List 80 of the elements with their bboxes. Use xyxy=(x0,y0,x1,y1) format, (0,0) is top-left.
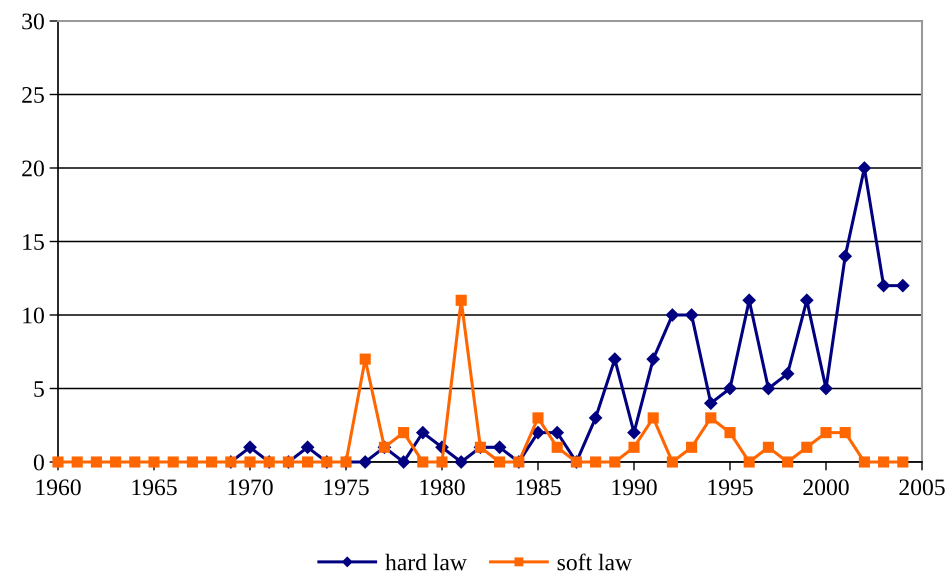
point xyxy=(186,456,198,468)
y-tick-label: 20 xyxy=(22,160,44,176)
point xyxy=(494,456,506,468)
point xyxy=(628,442,640,453)
x-tick-label: 1975 xyxy=(324,479,369,496)
point xyxy=(168,456,179,468)
point xyxy=(206,456,218,468)
point xyxy=(666,308,680,322)
legend-label: hard law xyxy=(385,554,467,570)
point xyxy=(398,427,410,438)
point xyxy=(358,455,372,469)
y-tick-label: 0 xyxy=(34,454,44,470)
point xyxy=(646,352,660,366)
point xyxy=(744,456,755,468)
point xyxy=(704,396,718,410)
point xyxy=(724,427,736,438)
y-tick-label: 30 xyxy=(22,13,44,30)
x-tick-label: 1995 xyxy=(708,479,753,496)
point xyxy=(72,456,83,468)
point xyxy=(244,456,256,468)
point xyxy=(148,456,160,468)
point xyxy=(454,455,468,469)
point xyxy=(90,456,102,468)
x-tick-label: 1965 xyxy=(132,479,177,496)
y-tick-label: 10 xyxy=(23,307,44,324)
point xyxy=(609,456,620,468)
x-tick-label: 2000 xyxy=(803,479,849,496)
point xyxy=(762,382,776,396)
point xyxy=(705,412,716,424)
point xyxy=(590,456,602,468)
point xyxy=(801,442,812,453)
point xyxy=(552,442,563,453)
point xyxy=(896,278,910,292)
point xyxy=(550,426,564,440)
point xyxy=(52,456,64,468)
point xyxy=(648,412,659,424)
point xyxy=(780,366,794,381)
point xyxy=(666,456,678,468)
point xyxy=(840,427,851,438)
point xyxy=(456,294,467,306)
point xyxy=(878,456,890,468)
point xyxy=(396,455,410,469)
legend-label: soft law xyxy=(558,554,632,570)
y-tick-label: 5 xyxy=(34,381,44,397)
point xyxy=(858,161,872,175)
point xyxy=(723,382,737,396)
point xyxy=(684,308,698,322)
x-tick-label: 1985 xyxy=(516,479,561,496)
point xyxy=(838,249,852,264)
y-tick-label: 15 xyxy=(23,234,44,250)
x-tick-label: 1980 xyxy=(420,479,465,496)
point xyxy=(492,440,506,454)
point xyxy=(782,456,794,468)
x-tick-label: 1990 xyxy=(612,479,657,496)
x-tick-label: 1970 xyxy=(228,479,273,496)
point xyxy=(129,456,140,468)
point xyxy=(532,412,544,424)
point xyxy=(436,456,448,468)
point xyxy=(302,456,314,468)
point xyxy=(417,456,428,468)
point xyxy=(820,427,832,438)
point xyxy=(416,426,430,440)
point xyxy=(762,442,774,453)
point xyxy=(110,456,122,468)
x-tick-label: 2005 xyxy=(899,479,945,496)
point xyxy=(608,352,622,366)
point xyxy=(800,293,814,308)
point xyxy=(897,456,908,468)
point xyxy=(686,442,698,453)
point xyxy=(360,354,371,365)
point xyxy=(300,440,314,454)
point xyxy=(243,440,257,454)
point xyxy=(876,278,890,292)
point xyxy=(627,426,641,440)
point xyxy=(531,426,545,440)
x-tick-label: 1960 xyxy=(36,479,81,496)
point xyxy=(819,382,833,396)
point xyxy=(858,456,870,468)
y-tick-label: 25 xyxy=(22,87,44,103)
point xyxy=(588,411,602,425)
